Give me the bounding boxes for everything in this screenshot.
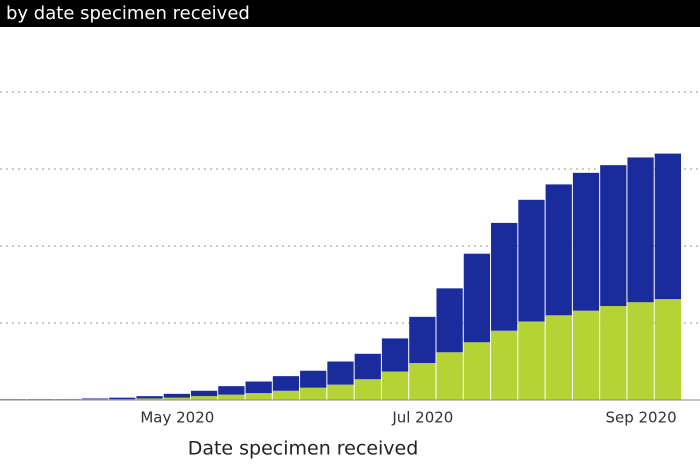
bar-segment [245, 381, 272, 394]
bar-segment [218, 386, 245, 395]
bar-segment [627, 157, 654, 303]
bar-segment [163, 393, 190, 398]
bar-segment [190, 390, 218, 397]
bar-segment [409, 363, 436, 400]
bar-segment [300, 387, 327, 400]
bar-segment [136, 398, 163, 400]
bar-segment [545, 315, 572, 400]
bar-segment [491, 330, 518, 400]
bar-segment [218, 394, 245, 400]
bar-segment [463, 253, 491, 343]
bar-segment [163, 397, 190, 400]
bar-segment [245, 393, 272, 400]
x-axis-title: Date specimen received [188, 438, 419, 460]
bar-segment [354, 353, 381, 380]
bar-segment [327, 361, 354, 385]
x-tick-label: Sep 2020 [605, 409, 676, 427]
bar-segment [436, 352, 463, 400]
bar-segment [272, 390, 300, 400]
x-tick-label: May 2020 [140, 409, 214, 427]
bar-segment [518, 321, 545, 400]
bar-segment [600, 306, 627, 400]
bar-segment [136, 396, 163, 399]
bar-segment [190, 396, 218, 400]
bar-segment [409, 316, 436, 364]
title-bar [0, 0, 700, 27]
bar-segment [327, 384, 354, 400]
bar-segment [545, 184, 572, 316]
bar-segment [354, 379, 381, 400]
x-tick-label: Jul 2020 [391, 409, 453, 427]
bar-segment [109, 397, 136, 400]
bar-segment [300, 370, 327, 388]
bar-segment [627, 302, 654, 400]
bar-segment [381, 371, 409, 400]
bar-segment [81, 398, 109, 400]
bar-segment [654, 299, 681, 400]
bar-segment [491, 222, 518, 331]
bar-segment [572, 310, 600, 400]
bar-segment [600, 165, 627, 307]
bar-segment [272, 376, 300, 391]
bar-segment [654, 153, 681, 300]
bar-segment [381, 338, 409, 372]
chart-title: by date specimen received [6, 3, 250, 24]
bar-segment [463, 342, 491, 400]
bar-segment [518, 199, 545, 322]
bar-segment [436, 288, 463, 353]
bar-segment [572, 172, 600, 311]
